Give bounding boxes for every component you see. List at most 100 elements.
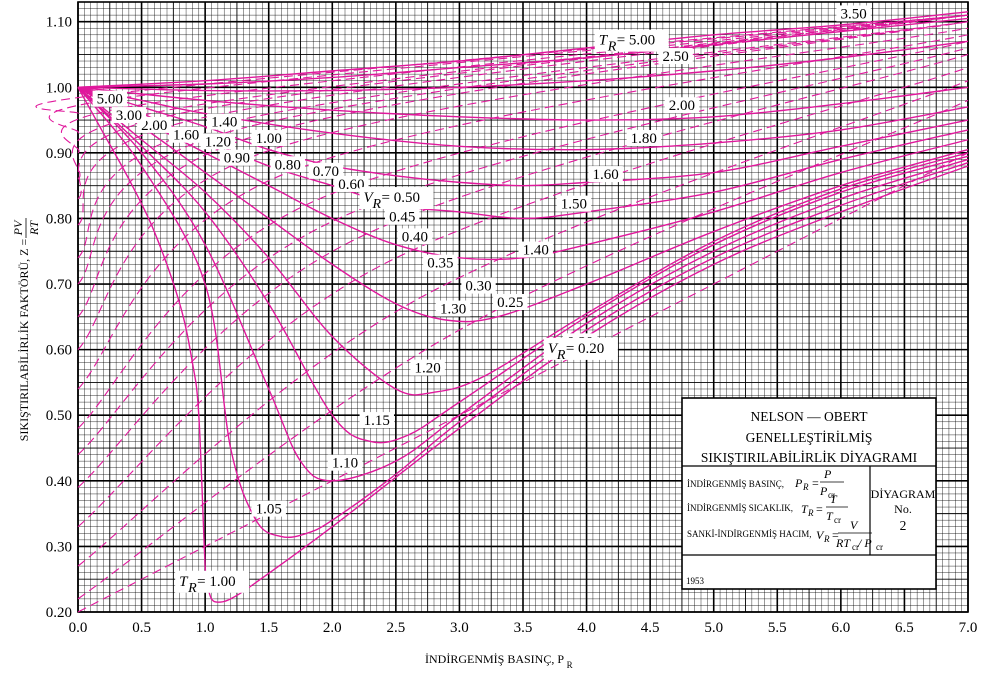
x-tick-label: 3.5 [514, 620, 533, 636]
curve-value-label: 1.80 [631, 131, 657, 147]
curve-value-label-bg [410, 359, 445, 376]
curve-value-label: 1.30 [440, 302, 466, 318]
x-tick-label: 4.5 [641, 620, 660, 636]
curve-value-label: 1.60 [593, 167, 619, 183]
curve-value-label-bg [385, 208, 420, 225]
isochore-line [77, 27, 969, 351]
curve-value-label-bg [359, 412, 394, 429]
isotherm-line [77, 86, 969, 396]
curve-value-label-bg [92, 90, 127, 107]
curve-value-label-bg [435, 300, 471, 317]
vr-label-upper: V [364, 190, 375, 206]
legend-title-3: SIKIŞTIRILABİLİRLİK DİYAGRAMI [701, 450, 918, 465]
legend-row-volume: SANKİ-İNDİRGENMİŞ HACIM, V R = V RT cr /… [687, 518, 883, 552]
curve-value-label: 0.45 [389, 210, 415, 226]
curve-value-label: 1.20 [415, 361, 441, 377]
svg-text:R: R [802, 482, 809, 492]
curve-value-label-bg [626, 130, 661, 147]
curve-value-label: 1.15 [364, 413, 390, 429]
curve-value-label-bg [518, 241, 553, 258]
x-tick-label: 6.5 [895, 620, 914, 636]
curve-value-label: 0.30 [465, 279, 491, 295]
x-tick-label: 0.0 [69, 620, 88, 636]
curve-value-label-bg [251, 130, 286, 147]
svg-text:SANKİ-İNDİRGENMİŞ HACIM,: SANKİ-İNDİRGENMİŞ HACIM, [687, 529, 812, 539]
svg-text:/ P: / P [857, 536, 872, 550]
curve-value-label: 0.25 [497, 295, 523, 311]
svg-text:cr: cr [876, 542, 883, 552]
x-tick-label: 5.5 [768, 620, 787, 636]
svg-text:P: P [794, 476, 803, 490]
curve-value-label: 1.00 [256, 131, 282, 147]
svg-text:T: T [826, 509, 834, 523]
isochore-line [35, 14, 969, 115]
curve-value-label-bg [327, 454, 363, 471]
y-tick-label: 0.80 [46, 211, 72, 227]
x-tick-label: 5.0 [704, 620, 723, 636]
curve-value-label-bg [200, 133, 236, 150]
isochore-line [77, 21, 969, 259]
x-tick-label: 1.0 [196, 620, 215, 636]
svg-text:No.: No. [894, 502, 912, 516]
x-axis-title: İNDİRGENMİŞ BASINÇ, P R [425, 652, 573, 670]
tr-label-bottom-value: = 1.00 [197, 574, 235, 590]
isochore-line [77, 80, 969, 567]
curve-value-label-bg [588, 166, 623, 183]
svg-text:İNDİRGENMİŞ SICAKLIK,: İNDİRGENMİŞ SICAKLIK, [687, 503, 793, 513]
x-tick-label: 3.0 [450, 620, 469, 636]
y-tick-label: 0.40 [46, 474, 72, 490]
vr-label-lower-value: = 0.20 [566, 341, 604, 357]
isochore-line [77, 99, 969, 600]
svg-text:cr: cr [828, 490, 835, 500]
y-tick-label: 1.00 [46, 80, 72, 96]
isotherm-line [77, 17, 969, 88]
svg-text:T: T [830, 492, 838, 506]
curve-value-label: 3.50 [840, 6, 866, 22]
curve-value-label-bg [308, 162, 344, 179]
svg-text:P: P [819, 484, 828, 498]
curve-value-label: 1.40 [523, 243, 549, 259]
isotherm-line [77, 86, 969, 187]
tr-label-bottom-subscript: R [187, 581, 197, 596]
isotherm-line [77, 86, 969, 444]
curve-value-label: 2.50 [662, 49, 688, 65]
x-tick-label: 2.0 [323, 620, 342, 636]
curve-value-label: 0.35 [427, 256, 453, 272]
vr-label-lower: V [548, 341, 559, 357]
isochore-line [77, 53, 969, 488]
x-tick-label: 7.0 [959, 620, 978, 636]
curve-value-label-bg [111, 107, 147, 124]
isotherm-line [77, 40, 969, 92]
vr-label-lower-bg [543, 337, 618, 360]
svg-text:P: P [823, 467, 832, 481]
isochore-line [77, 40, 969, 429]
plot-frame [77, 1, 969, 613]
x-tick-labels: 0.0 0.5 1.0 1.5 2.0 2.5 3.0 3.5 4.0 4.5 5.0 5.5 6.0 6… [69, 620, 978, 636]
isotherm-line [77, 86, 969, 151]
svg-text:cr: cr [852, 542, 859, 552]
curve-value-label: 1.60 [173, 128, 199, 144]
curve-value-label: 2.00 [141, 118, 167, 134]
curve-value-label-bg [836, 5, 871, 22]
isotherm-line [77, 86, 969, 603]
x-tick-label: 6.0 [831, 620, 850, 636]
isochore-line [77, 21, 969, 285]
curve-value-label-bg [493, 294, 528, 310]
curve-value-label: 0.80 [275, 157, 301, 173]
curve-value-label-bg [251, 500, 286, 517]
x-tick-label: 0.5 [132, 620, 151, 636]
legend-row-temperature: İNDİRGENMİŞ SICAKLIK, T R = T T cr [687, 492, 848, 525]
isochore-line [48, 14, 969, 134]
tr-label-bottom-bg [175, 570, 250, 593]
diagram-legend-box: NELSON — OBERT GENELLEŞTİRİLMİŞ SIKIŞTIR… [681, 397, 937, 590]
curve-value-label-bg [270, 156, 305, 173]
y-tick-label: 1.10 [46, 15, 72, 31]
isotherm-line [77, 86, 969, 482]
tr-label-bottom: T [179, 574, 189, 590]
tr-label-top: T [599, 33, 609, 49]
svg-text:PV: PV [11, 219, 25, 236]
x-tick-label: 2.5 [386, 620, 405, 636]
vr-label-upper-bg [359, 187, 434, 210]
curve-value-label-bg [397, 228, 433, 245]
